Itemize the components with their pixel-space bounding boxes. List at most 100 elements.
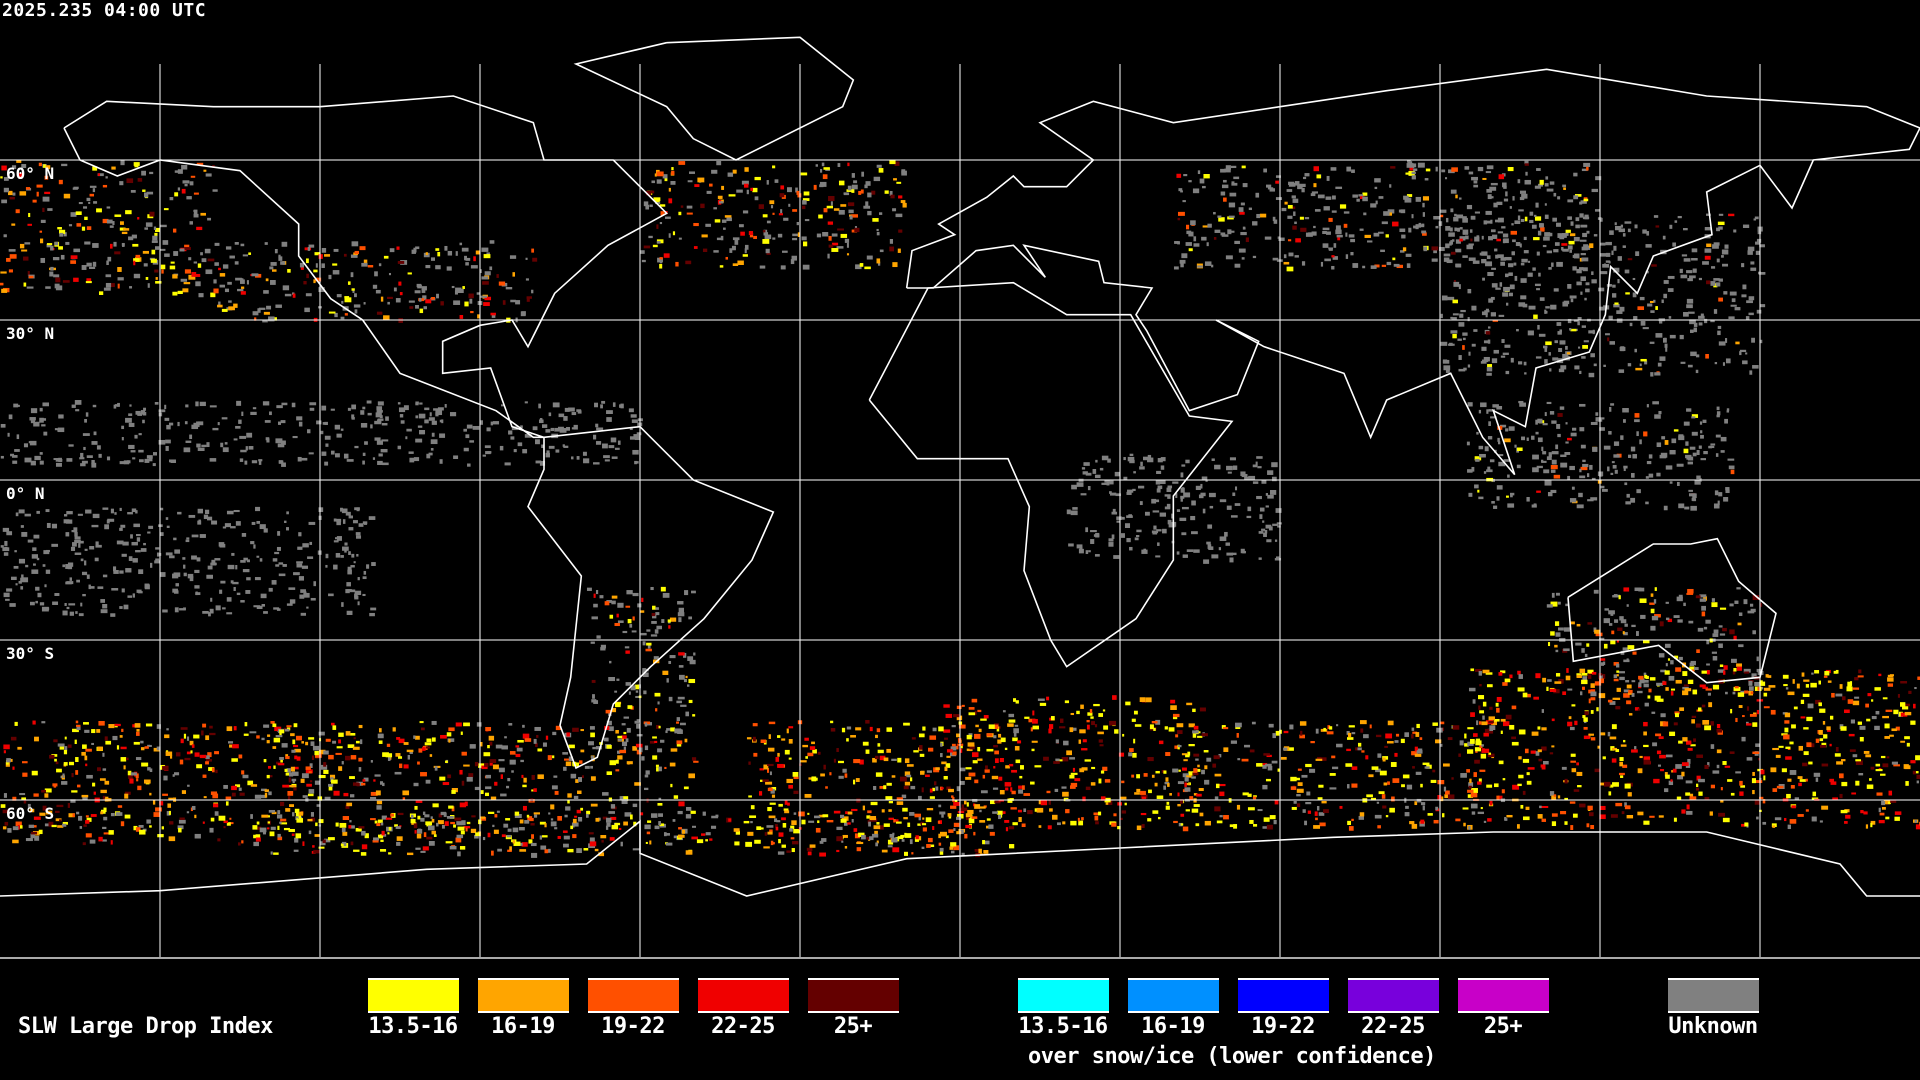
unknown-pixel (257, 308, 261, 313)
slw-pixel (941, 787, 944, 790)
unknown-pixel (1667, 275, 1675, 279)
unknown-pixel (598, 817, 601, 821)
unknown-pixel (182, 180, 190, 184)
unknown-pixel (1567, 318, 1572, 324)
slw-pixel (483, 254, 491, 259)
unknown-pixel (501, 745, 508, 750)
unknown-pixel (677, 810, 683, 815)
slw-pixel (864, 266, 871, 270)
unknown-pixel (307, 246, 311, 251)
unknown-pixel (1702, 261, 1709, 265)
unknown-pixel (1687, 278, 1693, 282)
unknown-pixel (1623, 466, 1626, 472)
unknown-pixel (1116, 516, 1122, 520)
slw-pixel (353, 849, 360, 852)
unknown-pixel (1750, 261, 1755, 265)
slw-pixel (659, 263, 663, 269)
unknown-pixel (1172, 768, 1179, 773)
slw-pixel (953, 714, 960, 718)
unknown-pixel (130, 772, 137, 776)
unknown-pixel (577, 410, 582, 414)
unknown-pixel (1692, 268, 1697, 273)
unknown-pixel (605, 737, 609, 742)
unknown-pixel (590, 641, 595, 644)
unknown-pixel (301, 773, 309, 779)
unknown-pixel (510, 436, 515, 440)
slw-pixel (567, 800, 570, 804)
slw-pixel (1140, 794, 1148, 799)
unknown-pixel (1445, 243, 1450, 249)
slw-pixel (1695, 723, 1701, 728)
unknown-pixel (273, 607, 280, 610)
slw-pixel (1249, 819, 1254, 824)
slw-pixel (807, 812, 810, 815)
unknown-pixel (1497, 254, 1504, 258)
unknown-pixel (628, 691, 631, 695)
slw-pixel (120, 746, 127, 750)
unknown-pixel (256, 577, 261, 580)
slw-pixel (1291, 806, 1297, 810)
unknown-pixel (844, 822, 848, 826)
unknown-pixel (1542, 423, 1548, 426)
slw-pixel (522, 784, 527, 788)
unknown-pixel (646, 629, 651, 632)
unknown-pixel (280, 261, 286, 265)
unknown-pixel (1383, 211, 1390, 216)
unknown-pixel (1687, 456, 1694, 461)
unknown-pixel (278, 573, 286, 577)
slw-pixel (1517, 670, 1521, 675)
unknown-pixel (1650, 310, 1655, 313)
unknown-pixel (1482, 277, 1485, 281)
slw-pixel (129, 778, 134, 784)
unknown-pixel (23, 443, 29, 448)
slw-pixel (1390, 166, 1396, 169)
unknown-pixel (70, 212, 77, 217)
slw-pixel (98, 291, 104, 295)
slw-pixel (533, 788, 537, 792)
unknown-pixel (511, 770, 514, 773)
unknown-pixel (74, 400, 82, 405)
unknown-pixel (1713, 503, 1720, 509)
unknown-pixel (901, 794, 907, 799)
unknown-pixel (1420, 802, 1426, 806)
unknown-pixel (1726, 408, 1730, 411)
slw-pixel (0, 271, 7, 274)
slw-pixel (1099, 744, 1104, 747)
unknown-pixel (424, 419, 429, 424)
slw-pixel (1313, 825, 1321, 829)
unknown-pixel (1508, 292, 1513, 297)
unknown-pixel (1113, 555, 1120, 559)
unknown-pixel (1713, 309, 1718, 314)
slw-pixel (1223, 747, 1229, 752)
slw-pixel (836, 849, 840, 853)
unknown-pixel (1603, 263, 1606, 267)
slw-pixel (101, 809, 106, 814)
slw-pixel (128, 773, 133, 779)
unknown-pixel (1072, 507, 1078, 510)
slw-pixel (892, 262, 898, 268)
slw-pixel (1507, 167, 1514, 172)
unknown-pixel (1204, 779, 1210, 785)
unknown-pixel (1501, 339, 1505, 344)
unknown-pixel (81, 265, 87, 270)
slw-pixel (473, 256, 476, 262)
unknown-pixel (239, 435, 247, 439)
slw-pixel (100, 789, 107, 794)
unknown-pixel (466, 776, 473, 782)
unknown-pixel (1455, 248, 1462, 253)
unknown-pixel (1272, 733, 1276, 739)
unknown-pixel (1645, 501, 1649, 505)
unknown-pixel (42, 196, 50, 202)
unknown-pixel (77, 513, 83, 516)
slw-pixel (554, 790, 559, 795)
unknown-pixel (1537, 230, 1542, 236)
slw-pixel (21, 249, 28, 252)
unknown-pixel (1443, 253, 1451, 257)
unknown-pixel (294, 837, 299, 843)
slw-pixel (395, 753, 401, 757)
unknown-pixel (85, 412, 89, 417)
slw-pixel (615, 769, 620, 772)
slw-pixel (1678, 740, 1683, 744)
unknown-pixel (1262, 826, 1267, 829)
unknown-pixel (1698, 445, 1702, 449)
